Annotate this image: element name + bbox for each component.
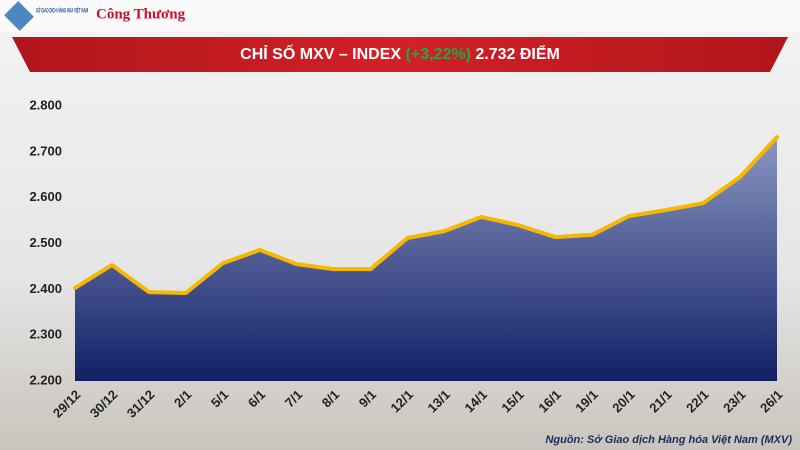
top-bar — [0, 0, 800, 32]
y-tick-label: 2.800 — [29, 97, 62, 112]
logo-right: Công Thương — [96, 6, 186, 22]
logo-left: SỞ GIAO DỊCH HÀNG HÓA VIỆT NAM — [4, 1, 88, 31]
area — [75, 137, 777, 381]
logo-text: SỞ GIAO DỊCH HÀNG HÓA VIỆT NAM — [36, 7, 88, 15]
line — [73, 135, 779, 295]
title-change: (+3,22%) — [406, 46, 471, 63]
y-tick-label: 2.600 — [29, 189, 62, 204]
title-value: 2.732 ĐIỂM — [475, 44, 559, 63]
y-tick-label: 2.400 — [29, 281, 62, 296]
title-main: CHỈ SỐ MXV – INDEX — [240, 43, 401, 63]
y-tick-label: 2.500 — [29, 235, 62, 250]
y-tick-label: 2.700 — [29, 143, 62, 158]
source: Nguồn: Sở Giao dịch Hàng hóa Việt Nam (M… — [545, 434, 792, 446]
y-tick-label: 2.200 — [29, 372, 62, 387]
title-banner — [12, 37, 788, 72]
chart-title: CHỈ SỐ MXV – INDEX (+3,22%) 2.732 ĐIỂM — [240, 43, 560, 63]
y-tick-label: 2.300 — [29, 327, 62, 342]
